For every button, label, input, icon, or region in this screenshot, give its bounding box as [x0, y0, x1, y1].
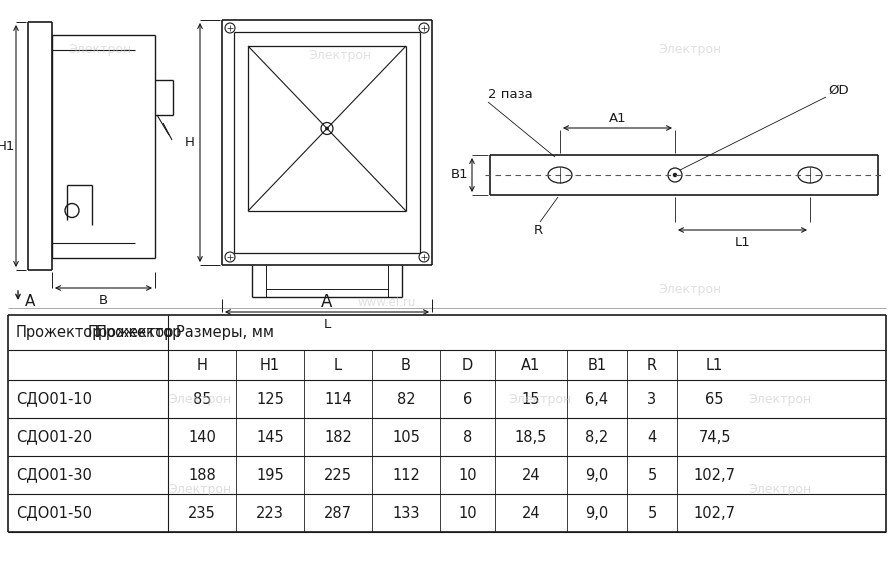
Text: A: A [25, 294, 35, 309]
Text: L1: L1 [735, 236, 750, 248]
Text: 223: 223 [256, 506, 284, 521]
Text: 9,0: 9,0 [586, 506, 609, 521]
Text: 133: 133 [392, 506, 420, 521]
Text: ØD: ØD [828, 84, 848, 97]
Text: 225: 225 [324, 468, 352, 483]
Text: H: H [197, 358, 207, 373]
Circle shape [673, 173, 677, 176]
Text: R: R [534, 223, 543, 237]
Text: Электрон: Электрон [68, 44, 131, 56]
Text: 10: 10 [459, 468, 477, 483]
Text: Размеры, мм: Размеры, мм [176, 325, 274, 340]
Text: 5: 5 [647, 506, 656, 521]
Text: 15: 15 [522, 392, 540, 407]
Text: 18,5: 18,5 [515, 430, 547, 445]
Text: B1: B1 [587, 358, 606, 373]
Text: 188: 188 [188, 468, 215, 483]
Circle shape [325, 127, 328, 130]
Text: 4: 4 [647, 430, 656, 445]
Text: 65: 65 [705, 392, 724, 407]
Text: 6,4: 6,4 [586, 392, 609, 407]
Text: 8: 8 [463, 430, 472, 445]
Text: 287: 287 [324, 506, 352, 521]
Text: L1: L1 [706, 358, 723, 373]
Text: 24: 24 [522, 506, 540, 521]
Text: www.el.ru: www.el.ru [358, 295, 417, 309]
Text: B: B [401, 358, 411, 373]
Text: Электрон: Электрон [168, 393, 232, 407]
Text: 5: 5 [647, 468, 656, 483]
Text: СДО01-10: СДО01-10 [16, 392, 92, 407]
Text: H1: H1 [260, 358, 280, 373]
Text: 6: 6 [463, 392, 472, 407]
Text: 235: 235 [188, 506, 215, 521]
Text: 85: 85 [193, 392, 211, 407]
Text: СДО01-20: СДО01-20 [16, 430, 92, 445]
Text: СДО01-50: СДО01-50 [16, 506, 92, 521]
Text: Прожектор: Прожектор [88, 325, 174, 340]
Text: 102,7: 102,7 [694, 506, 736, 521]
Text: 9,0: 9,0 [586, 468, 609, 483]
Text: A1: A1 [609, 112, 627, 124]
Text: B1: B1 [451, 169, 468, 181]
Text: 114: 114 [325, 392, 352, 407]
Text: 102,7: 102,7 [694, 468, 736, 483]
Text: H: H [185, 136, 195, 149]
Text: Электрон: Электрон [308, 48, 372, 62]
Text: L: L [334, 358, 342, 373]
Text: R: R [647, 358, 657, 373]
Text: 195: 195 [256, 468, 284, 483]
Text: Прожектор: Прожектор [96, 325, 182, 340]
Text: 3: 3 [647, 392, 656, 407]
Text: Электрон: Электрон [168, 483, 232, 497]
Text: Электрон: Электрон [509, 393, 571, 407]
Text: D: D [462, 358, 473, 373]
Text: 145: 145 [256, 430, 284, 445]
Text: 10: 10 [459, 506, 477, 521]
Text: 125: 125 [256, 392, 284, 407]
Text: L: L [324, 317, 331, 331]
Text: H1: H1 [0, 139, 15, 153]
Text: 8,2: 8,2 [586, 430, 609, 445]
Text: 82: 82 [397, 392, 416, 407]
Text: Электрон: Электрон [658, 44, 721, 56]
Text: 24: 24 [522, 468, 540, 483]
Text: 74,5: 74,5 [698, 430, 730, 445]
Text: СДО01-30: СДО01-30 [16, 468, 92, 483]
Text: 140: 140 [188, 430, 216, 445]
Text: B: B [99, 294, 108, 306]
Text: Электрон: Электрон [748, 483, 812, 497]
Text: Электрон: Электрон [658, 283, 721, 297]
Text: 2 паза: 2 паза [488, 89, 533, 101]
Text: Прожектор: Прожектор [16, 325, 103, 340]
Text: A1: A1 [521, 358, 541, 373]
Text: Электрон: Электрон [748, 393, 812, 407]
Text: 112: 112 [392, 468, 420, 483]
Text: A: A [321, 293, 333, 311]
Text: 182: 182 [324, 430, 352, 445]
Text: 105: 105 [392, 430, 420, 445]
